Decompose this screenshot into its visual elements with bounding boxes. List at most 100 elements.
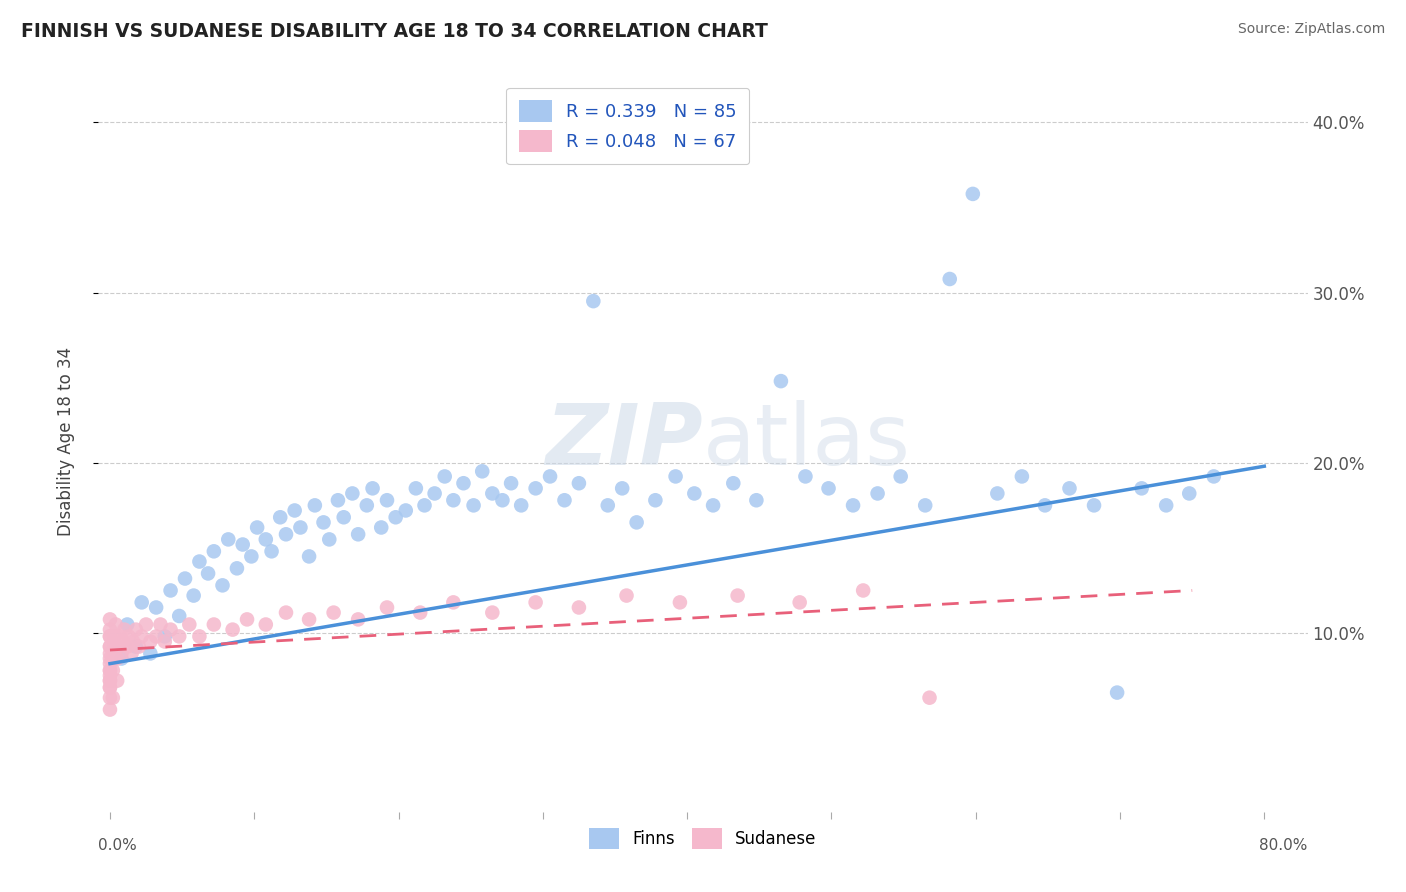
Point (254, 533, 277, 547)
Point (491, 493, 513, 508)
Point (626, 516, 648, 530)
Point (644, 493, 666, 508)
Point (284, 503, 307, 517)
Point (375, 493, 398, 508)
Point (274, 606, 297, 620)
Point (524, 595, 547, 609)
Point (179, 617, 201, 632)
Point (375, 600, 398, 615)
Point (274, 527, 297, 541)
Point (232, 537, 254, 551)
Point (105, 673, 128, 688)
Point (481, 486, 503, 500)
Point (98, 651, 121, 665)
Point (409, 606, 432, 620)
Point (149, 617, 172, 632)
Point (153, 629, 176, 643)
Point (221, 623, 243, 637)
Point (665, 469, 688, 483)
Point (914, 499, 936, 513)
Point (117, 617, 139, 632)
Point (118, 629, 141, 643)
Point (326, 493, 349, 508)
Point (745, 493, 768, 508)
Point (727, 589, 749, 603)
Point (596, 499, 619, 513)
Point (139, 634, 162, 648)
Point (669, 595, 692, 609)
Point (211, 578, 233, 592)
Point (441, 595, 464, 609)
Point (361, 481, 384, 495)
Point (98, 647, 121, 661)
Point (538, 469, 561, 483)
Point (110, 651, 132, 665)
Point (332, 510, 354, 524)
Point (98, 629, 121, 643)
Point (384, 510, 406, 524)
Point (1178, 486, 1201, 500)
Point (159, 623, 181, 637)
Point (789, 595, 811, 609)
Point (135, 617, 157, 632)
Point (240, 549, 263, 564)
Point (98, 681, 121, 695)
Point (938, 272, 960, 286)
Point (553, 493, 575, 508)
Point (405, 481, 427, 495)
Point (125, 623, 148, 637)
Point (183, 589, 205, 603)
Point (167, 629, 190, 643)
Point (110, 647, 132, 661)
Point (866, 486, 889, 500)
Point (98, 629, 121, 643)
Point (128, 640, 150, 654)
Point (269, 510, 291, 524)
Point (1154, 499, 1177, 513)
Point (568, 476, 591, 491)
Point (1059, 481, 1081, 495)
Point (98, 664, 121, 678)
Text: FINNISH VS SUDANESE DISABILITY AGE 18 TO 34 CORRELATION CHART: FINNISH VS SUDANESE DISABILITY AGE 18 TO… (21, 22, 768, 41)
Point (1107, 685, 1129, 699)
Point (524, 481, 547, 495)
Point (1130, 481, 1153, 495)
Point (108, 629, 131, 643)
Point (582, 294, 605, 309)
Point (98, 703, 121, 717)
Point (98, 623, 121, 637)
Point (347, 612, 370, 626)
Point (817, 481, 839, 495)
Point (481, 606, 503, 620)
Point (101, 664, 124, 678)
Point (111, 634, 134, 648)
Point (98, 640, 121, 654)
Point (356, 499, 378, 513)
Point (197, 566, 219, 581)
Point (510, 499, 533, 513)
Point (202, 544, 225, 558)
Legend: Finns, Sudanese: Finns, Sudanese (582, 822, 824, 855)
Point (433, 469, 456, 483)
Point (1033, 499, 1056, 513)
Point (304, 499, 326, 513)
Point (318, 533, 340, 547)
Point (312, 516, 335, 530)
Point (298, 549, 321, 564)
Point (121, 647, 143, 661)
Point (463, 499, 485, 513)
Point (395, 503, 418, 517)
Point (962, 186, 984, 201)
Point (107, 640, 129, 654)
Point (612, 481, 634, 495)
Point (188, 629, 211, 643)
Point (125, 640, 148, 654)
Point (683, 486, 706, 500)
Point (98, 664, 121, 678)
Point (202, 617, 225, 632)
Point (260, 544, 283, 558)
Point (145, 600, 167, 615)
Point (794, 469, 817, 483)
Point (98, 673, 121, 688)
Point (441, 493, 464, 508)
